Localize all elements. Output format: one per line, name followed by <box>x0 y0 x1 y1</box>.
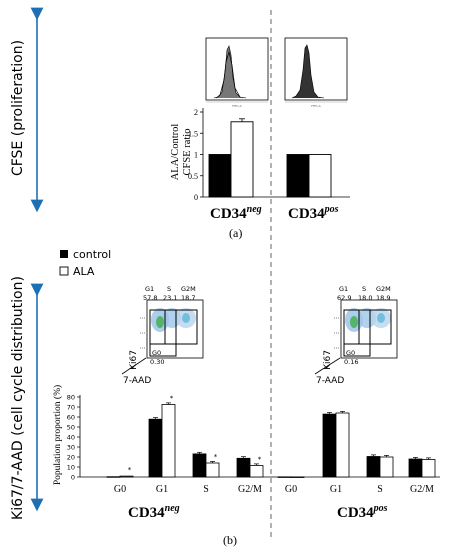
svg-text:23.1: 23.1 <box>163 294 177 302</box>
side-label-a: CFSE (proliferation) <box>10 40 26 176</box>
bar-control-cd34neg <box>208 154 232 198</box>
bar-ala-cd34pos-g2m <box>421 459 436 478</box>
ylabel-a-line2: CFSE ratio <box>182 129 193 176</box>
x-tick-label-b: G1 <box>330 484 342 495</box>
svg-text:G1: G1 <box>145 285 154 293</box>
bar-ala-cd34pos <box>308 154 332 198</box>
svg-text:G1: G1 <box>339 285 348 293</box>
bar-control-cd34pos-s <box>366 456 381 478</box>
legend-label-ala: ALA <box>73 265 95 278</box>
x-tick-label-b: G0 <box>285 484 297 495</box>
bar-ala-cd34neg-g1 <box>161 404 176 478</box>
bar-control-cd34neg-g1 <box>148 418 163 478</box>
flow-plot-pos: G1 S G2M 62.9 18.0 18.9 G0 0.16 Ki67 7-A… <box>314 285 398 386</box>
tick-label-a: 2 <box>194 108 198 117</box>
svg-text:18.9: 18.9 <box>376 294 390 302</box>
bar-ala-cd34neg-g2m <box>249 465 264 478</box>
tick-label-b: 10 <box>67 464 75 472</box>
tick-label-b: 70 <box>67 404 75 412</box>
bar-ala-cd34neg-g0 <box>119 475 134 478</box>
histogram-pos: FITC-A <box>284 37 348 108</box>
tick-label-b: 30 <box>67 444 75 452</box>
svg-text:18.0: 18.0 <box>358 294 372 302</box>
x-tick-label-b: G0 <box>114 484 126 495</box>
tick-label-b: 20 <box>67 454 75 462</box>
group-label-neg-b: CD34neg <box>128 503 180 521</box>
legend-label-control: control <box>73 248 111 261</box>
bar-control-cd34pos-g1 <box>322 413 337 478</box>
tick-label-a: 1 <box>194 151 198 160</box>
tick-label-b: 80 <box>67 394 75 402</box>
ylabel-a-line1: ALA/Control <box>170 124 181 181</box>
population-chart: 0 10 20 30 40 50 60 70 80 * * * * G0 G1 S G2/M G0 G1 S G2/… <box>67 394 440 495</box>
bar-ala-cd34neg-s <box>205 462 220 478</box>
bar-control-cd34pos-g2m <box>408 458 423 478</box>
svg-text:62.9: 62.9 <box>337 294 351 302</box>
legend-swatch-control <box>60 250 68 258</box>
svg-text:FITC-A: FITC-A <box>311 104 321 108</box>
group-label-neg-a: CD34neg <box>210 204 262 222</box>
group-label-pos-a: CD34pos <box>288 204 339 222</box>
svg-text:G0: G0 <box>346 349 355 357</box>
svg-text:7-AAD: 7-AAD <box>123 376 151 386</box>
svg-text:G0: G0 <box>152 349 161 357</box>
svg-text:0.30: 0.30 <box>150 358 164 366</box>
x-tick-label-b: G2/M <box>410 484 434 495</box>
svg-text:FITC-A: FITC-A <box>232 104 242 108</box>
svg-text:0.16: 0.16 <box>344 358 358 366</box>
bar-control-cd34pos-g0 <box>277 476 292 478</box>
svg-text:S: S <box>362 285 366 293</box>
tick-label-b: 50 <box>67 424 75 432</box>
significance-star: * <box>258 456 262 464</box>
bar-ala-cd34pos-g0 <box>290 476 305 478</box>
significance-star: * <box>214 453 218 461</box>
panel-letter-b: (b) <box>223 533 237 547</box>
bar-ala-cd34pos-s <box>379 456 394 478</box>
svg-text:18.7: 18.7 <box>181 294 195 302</box>
bar-control-cd34neg-g2m <box>236 457 251 478</box>
tick-label-b: 40 <box>67 434 75 442</box>
x-tick-label-b: S <box>377 484 383 495</box>
bar-control-cd34neg-g0 <box>106 476 121 478</box>
bar-ala-cd34neg <box>230 121 254 198</box>
svg-text:G2M: G2M <box>376 285 391 293</box>
tick-label-b: 60 <box>67 414 75 422</box>
flow-plot-neg: G1 S G2M 57.8 23.1 18.7 G0 0.30 Ki67 7-A… <box>121 285 204 386</box>
panel-letter-a: (a) <box>229 226 242 240</box>
panel-a: CFSE (proliferation) FITC-A FITC-A 0 0.5 1… <box>10 7 350 240</box>
significance-star: * <box>128 466 132 474</box>
legend-swatch-ala <box>59 266 69 276</box>
svg-text:G2M: G2M <box>181 285 196 293</box>
ylabel-b: Population proportion (%) <box>52 385 63 485</box>
tick-label-a: 0.5 <box>188 172 198 181</box>
tick-label-a: 0 <box>194 193 198 202</box>
legend: control ALA <box>59 248 111 278</box>
svg-text:57.8: 57.8 <box>143 294 157 302</box>
group-label-pos-b: CD34pos <box>337 503 388 521</box>
x-tick-label-b: G1 <box>156 484 168 495</box>
svg-text:S: S <box>167 285 171 293</box>
tick-label-b: 0 <box>71 474 75 482</box>
side-label-b: Ki67/7-AAD (cell cycle distribution) <box>10 276 26 520</box>
bar-control-cd34pos <box>286 154 310 198</box>
bar-control-cd34neg-s <box>192 453 207 478</box>
histogram-neg: FITC-A <box>205 37 269 108</box>
ratio-chart: 0 0.5 1 1.5 2 <box>188 108 350 202</box>
svg-text:7-AAD: 7-AAD <box>316 376 344 386</box>
x-tick-label-b: G2/M <box>238 484 262 495</box>
x-tick-label-b: S <box>203 484 209 495</box>
bar-ala-cd34pos-g1 <box>335 412 350 478</box>
svg-text:Ki67: Ki67 <box>129 350 139 370</box>
significance-star: * <box>170 395 174 403</box>
panel-b: Ki67/7-AAD (cell cycle distribution) G1 … <box>10 276 440 547</box>
svg-text:Ki67: Ki67 <box>323 350 333 370</box>
tick-label-a: 1.5 <box>188 129 198 138</box>
